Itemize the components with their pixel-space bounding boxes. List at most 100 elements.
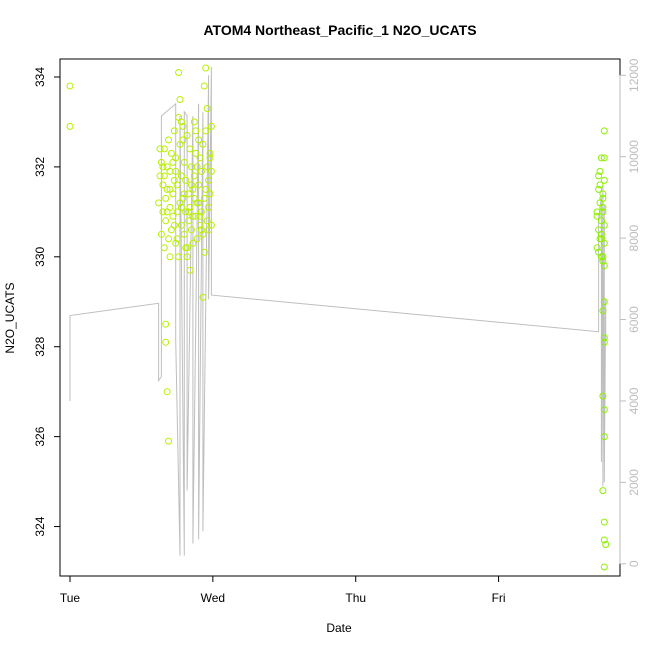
right-y-tick-label: 4000	[627, 387, 641, 414]
data-point	[599, 190, 607, 198]
data-point	[177, 118, 185, 126]
data-point	[179, 194, 187, 202]
data-point	[600, 127, 608, 135]
data-point	[203, 217, 211, 225]
data-point	[595, 172, 603, 180]
data-point	[160, 244, 168, 252]
data-point	[595, 185, 603, 193]
data-point	[162, 194, 170, 202]
data-point	[600, 262, 608, 270]
data-point	[602, 541, 610, 548]
data-point	[196, 154, 204, 162]
data-point	[195, 181, 203, 189]
data-point	[170, 221, 178, 229]
x-axis-label: Date	[326, 621, 352, 635]
data-point	[155, 199, 163, 207]
series-layer	[66, 64, 610, 571]
chart-title: ATOM4 Northeast_Pacific_1 N2O_UCATS	[203, 22, 476, 38]
data-point	[175, 69, 183, 76]
data-point	[599, 194, 607, 202]
data-point	[170, 176, 178, 184]
data-point	[190, 118, 198, 126]
data-point	[159, 208, 167, 216]
data-point	[207, 221, 215, 229]
data-point	[173, 235, 181, 243]
data-point	[160, 145, 168, 153]
right-y-tick-label: 6000	[627, 306, 641, 333]
data-point	[599, 253, 607, 261]
data-point	[159, 181, 167, 189]
data-point	[203, 163, 211, 171]
data-point	[192, 212, 200, 220]
data-point	[202, 127, 210, 135]
data-point	[162, 338, 170, 346]
data-point	[179, 122, 187, 130]
data-point	[197, 226, 205, 234]
data-point	[595, 248, 603, 256]
data-point	[207, 122, 215, 130]
data-point	[156, 172, 164, 180]
data-point	[163, 388, 171, 396]
data-point	[206, 190, 214, 198]
x-tick-label: Tue	[60, 591, 81, 605]
data-point	[596, 167, 604, 175]
data-point	[156, 145, 164, 153]
data-point	[189, 185, 197, 193]
data-point	[205, 176, 213, 184]
data-point	[182, 208, 190, 216]
data-point	[185, 208, 193, 216]
data-point	[207, 167, 215, 175]
data-point	[187, 163, 195, 171]
data-point	[600, 221, 608, 229]
data-point	[183, 253, 191, 261]
data-point	[183, 131, 191, 139]
data-point	[172, 239, 180, 247]
data-point	[206, 149, 214, 157]
data-point	[167, 149, 175, 157]
data-point	[597, 230, 605, 238]
data-point	[180, 230, 188, 238]
data-point	[600, 518, 608, 526]
right-y-tick-label: 12000	[627, 58, 641, 92]
data-point	[170, 127, 178, 135]
data-point	[163, 208, 171, 216]
data-point	[200, 82, 208, 90]
right-y-axis: 0 2000 4000 6000 8000 10000 12000	[619, 58, 641, 567]
data-point	[599, 487, 607, 495]
data-point	[190, 194, 198, 202]
data-point	[189, 212, 197, 220]
plot-frame	[59, 58, 621, 577]
data-point	[206, 154, 214, 162]
data-point	[597, 154, 605, 162]
x-tick-label: Wed	[201, 591, 225, 605]
data-point	[173, 208, 181, 216]
data-point	[175, 113, 183, 121]
data-point	[169, 158, 177, 166]
data-point	[177, 172, 185, 180]
data-point	[160, 172, 168, 180]
right-y-tick-label: 0	[627, 560, 641, 567]
data-point	[600, 563, 608, 571]
data-point	[180, 158, 188, 166]
left-y-tick-label: 334	[33, 67, 47, 87]
data-point	[192, 149, 200, 157]
data-point	[175, 253, 183, 261]
left-y-tick-label: 332	[33, 157, 47, 177]
data-point	[600, 298, 608, 306]
data-point	[180, 190, 188, 198]
data-point	[189, 239, 197, 247]
data-point	[193, 163, 201, 171]
data-point	[186, 145, 194, 153]
data-point	[182, 176, 190, 184]
series-line	[69, 67, 607, 556]
data-point	[195, 136, 203, 144]
data-point	[162, 217, 170, 225]
data-point	[165, 235, 173, 243]
left-y-axis: 324 326 328 330 332 334	[33, 67, 61, 537]
data-point	[205, 203, 213, 211]
data-point	[166, 185, 174, 193]
data-point	[177, 203, 185, 211]
data-point	[173, 181, 181, 189]
data-point	[195, 199, 203, 207]
